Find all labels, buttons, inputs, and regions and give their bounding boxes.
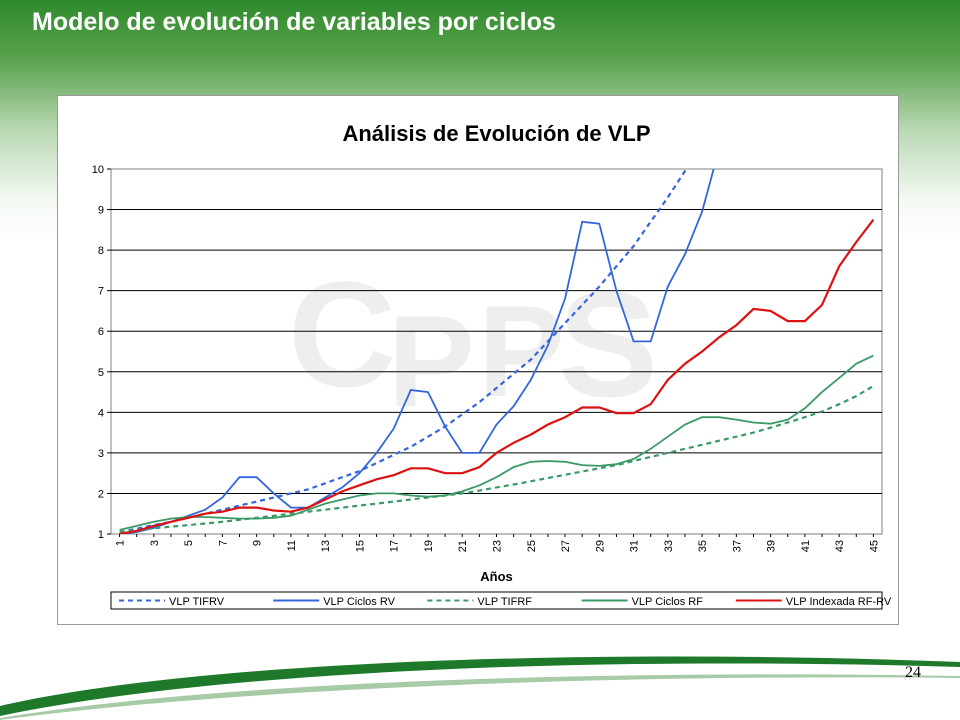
line-chart: C P P S Análisis de Evolución de VLP1234… [92, 121, 892, 610]
series-line [119, 354, 874, 531]
decorative-swoosh [0, 656, 960, 720]
legend-label: VLP Indexada RF-RV [786, 596, 892, 608]
x-tick-label: 43 [834, 540, 846, 552]
x-tick-label: 3 [149, 540, 161, 546]
chart-frame: C P P S Análisis de Evolución de VLP 1 2 3 4… [57, 95, 899, 625]
legend-label: VLP TIFRV [169, 596, 225, 608]
x-tick-label: 15 [354, 540, 366, 552]
series-line [119, 169, 715, 534]
x-tick-label: 37 [731, 540, 743, 552]
x-tick-label: 1 [115, 540, 127, 546]
x-tick-label: 35 [697, 540, 709, 552]
x-tick-label: 39 [766, 540, 778, 552]
x-tick-label: 29 [594, 540, 606, 552]
y-tick-label: 4 [98, 407, 104, 419]
x-tick-label: 19 [423, 540, 435, 552]
x-tick-label: 5 [183, 540, 195, 546]
x-tick-label: 33 [663, 540, 675, 552]
y-tick-label: 2 [98, 488, 104, 500]
x-tick-label: 23 [492, 540, 504, 552]
legend-label: VLP Ciclos RF [632, 596, 704, 608]
x-tick-label: 11 [286, 540, 298, 551]
y-tick-label: 5 [98, 367, 104, 379]
x-tick-label: 45 [868, 540, 880, 552]
y-tick-label: 3 [98, 448, 104, 460]
svg-text:S: S [558, 260, 658, 428]
y-tick-label: 8 [98, 245, 104, 257]
x-tick-label: 9 [252, 540, 264, 546]
x-tick-label: 7 [217, 540, 229, 546]
x-tick-label: 17 [389, 540, 401, 552]
y-tick-label: 10 [92, 164, 104, 176]
x-tick-label: 21 [457, 540, 469, 552]
legend-label: VLP TIFRF [477, 596, 532, 608]
watermark-logo: C P P S [288, 250, 658, 434]
series-line [119, 169, 688, 534]
y-tick-label: 1 [98, 529, 104, 541]
page-number: 24 [905, 664, 921, 681]
legend-label: VLP Ciclos RV [323, 596, 395, 608]
x-tick-label: 13 [320, 540, 332, 552]
y-tick-label: 6 [98, 326, 104, 338]
series-line [119, 219, 875, 534]
svg-text:C: C [288, 250, 396, 418]
x-axis-label: Años [480, 569, 513, 584]
y-tick-label: 7 [98, 286, 104, 298]
legend-box [110, 591, 883, 610]
slide-title: Modelo de evolución de variables por cic… [32, 8, 556, 36]
x-tick-label: 27 [560, 540, 572, 552]
x-tick-label: 31 [629, 540, 641, 552]
y-tick-label: 9 [98, 205, 104, 217]
x-tick-label: 25 [526, 540, 538, 552]
svg-text:P: P [478, 278, 565, 424]
x-tick-label: 41 [800, 540, 812, 552]
chart-title: Análisis de Evolución de VLP [342, 121, 650, 146]
